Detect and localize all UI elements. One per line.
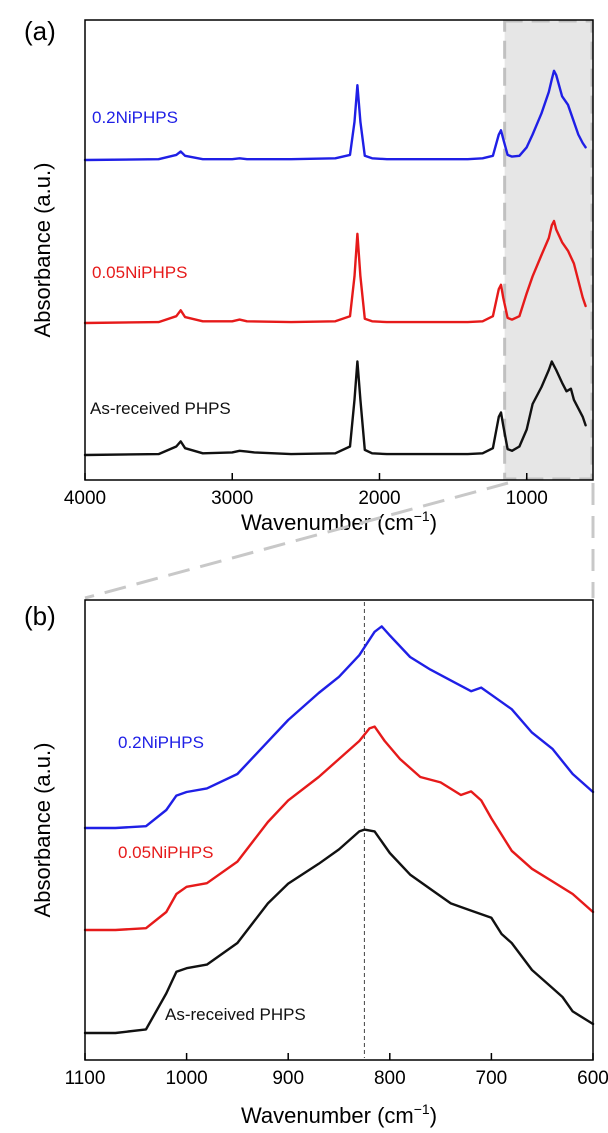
panel-a-chart: (a) 4000 3000 2000 1000 Wavenumber (cm−1) A…: [24, 16, 594, 535]
x-tick-label: 4000: [64, 488, 106, 509]
panel-a-x-ticks: 4000 3000 2000 1000: [64, 473, 548, 509]
series-line-0-05niphps: [83, 219, 587, 325]
panel-a-label: (a): [24, 16, 56, 46]
legend-label-0.05niphps: 0.05NiPHPS: [92, 263, 187, 282]
x-tick-label: 1000: [506, 488, 548, 509]
panel-b-chart: (b) 1100 1000 900 800 700 600 Wavenumber (cm−…: [24, 599, 608, 1128]
x-tick-label: 900: [272, 1068, 304, 1089]
zoom-highlight-border: [503, 19, 594, 481]
panel-b-x-ticks: 1100 1000 900 800 700 600: [65, 1053, 608, 1089]
x-tick-label: 800: [374, 1068, 406, 1089]
panel-a-x-axis-title: Wavenumber (cm−1): [241, 508, 437, 535]
legend-label-b-0.05niphps: 0.05NiPHPS: [118, 843, 213, 862]
legend-label-b-0.2niphps: 0.2NiPHPS: [118, 733, 204, 752]
panel-a-series-group: [83, 69, 587, 457]
x-tick-label: 3000: [211, 488, 253, 509]
x-tick-label: 1100: [65, 1068, 106, 1089]
series-line-0-05niphps: [83, 725, 595, 932]
series-line-0-2niphps: [83, 625, 595, 830]
panel-b-series-group: [83, 625, 595, 1035]
x-tick-label: 2000: [358, 488, 400, 509]
legend-label-0.2nipHPS: 0.2NiPHPS: [92, 108, 178, 127]
panel-b-y-axis-title: Absorbance (a.u.): [30, 743, 55, 918]
legend-label-b-as-received: As-received PHPS: [165, 1005, 306, 1024]
zoom-connector-left: [84, 481, 509, 600]
panel-b-label: (b): [24, 601, 56, 631]
legend-label-as-received: As-received PHPS: [90, 399, 231, 418]
panel-b-plot-frame: [84, 599, 594, 1061]
x-tick-label: 600: [577, 1068, 608, 1089]
panel-a-plot-frame: [84, 19, 594, 481]
series-line-0-2niphps: [83, 69, 587, 162]
panel-a-y-axis-title: Absorbance (a.u.): [30, 163, 55, 338]
panel-b-x-axis-title: Wavenumber (cm−1): [241, 1101, 437, 1128]
x-tick-label: 1000: [165, 1068, 207, 1089]
series-line-as-received-phps: [83, 360, 587, 457]
x-tick-label: 700: [476, 1068, 508, 1089]
series-line-as-received-phps: [83, 828, 595, 1035]
zoom-highlight-region: [504, 20, 593, 480]
